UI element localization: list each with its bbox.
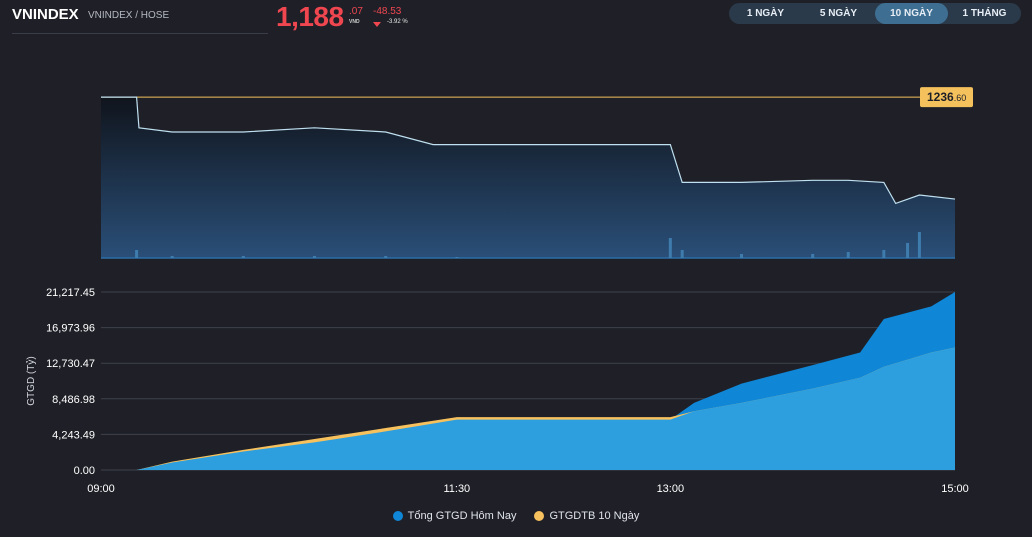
legend-label-today: Tổng GTGD Hôm Nay [407,510,517,522]
reference-label: 1236.60 [927,90,966,104]
index-line-chart: 1236.60 [101,87,973,259]
volume-bar [241,256,245,258]
x-tick-label: 11:30 [443,483,470,495]
volume-bar [846,252,850,258]
x-tick-label: 15:00 [941,483,969,495]
x-tick-label: 09:00 [87,483,115,495]
reference-label-main: 1236 [927,90,954,104]
volume-bar [882,250,886,258]
y-tick-label: 0.00 [74,465,95,477]
volume-bar [135,250,139,258]
volume-bar [668,238,672,258]
y-tick-label: 12,730.47 [46,358,95,370]
series-overlap-area [101,347,955,470]
index-symbol: VNINDEX [12,6,79,23]
volume-bar [680,250,684,258]
volume-bar [906,243,910,258]
volume-bar [811,254,815,258]
x-tick-label: 13:00 [657,483,685,495]
y-tick-label: 8,486.98 [52,394,95,406]
price-change-percent: -3.92 % [387,19,408,25]
legend-item-today[interactable]: Tổng GTGD Hôm Nay [392,510,517,522]
legend-item-avg[interactable]: GTGDTB 10 Ngày [534,510,639,522]
reference-label-bg [920,87,973,108]
down-arrow-icon [373,22,381,27]
volume-bar [313,256,316,258]
y-tick-label: 21,217.45 [46,287,95,299]
index-line [101,96,956,205]
volume-bar [455,257,459,258]
price-change: -48.53 [373,6,402,17]
exchange-label: VNINDEX / HOSE [88,10,170,21]
price-decimal: .07 [349,6,363,17]
reference-label-decimal: .60 [954,93,967,103]
price-unit: VND [349,19,360,25]
range-selector: 1 NGÀY 5 NGÀY 10 NGÀY 1 THÁNG [729,3,1021,24]
header-divider [12,33,268,34]
header: VNINDEX VNINDEX / HOSE 1,188 .07 VND -48… [0,0,1032,34]
legend: Tổng GTGD Hôm Nay GTGDTB 10 Ngày [0,510,1032,522]
legend-label-avg: GTGDTB 10 Ngày [549,510,640,522]
y-tick-label: 16,973.96 [46,323,95,335]
y-tick-label: 4,243.49 [52,429,95,441]
legend-dot-avg [534,511,545,521]
range-10-day-button[interactable]: 10 NGÀY [875,3,948,24]
value-area-chart: 21,217.45 16,973.96 12,730.47 8,486.98 4,243… [25,287,969,495]
volume-bar [170,256,174,258]
volume-bar [384,256,388,258]
volume-bar [917,232,921,258]
volume-bar [740,254,743,258]
range-5-day-button[interactable]: 5 NGÀY [819,8,858,19]
range-1-month-button[interactable]: 1 THÁNG [962,8,1007,19]
y-axis-label: GTGD (Tỷ) [25,356,37,405]
price-main: 1,188 [276,1,344,32]
legend-dot-today [392,511,403,521]
index-area-fill [101,97,955,258]
range-1-day-button[interactable]: 1 NGÀY [746,8,785,19]
